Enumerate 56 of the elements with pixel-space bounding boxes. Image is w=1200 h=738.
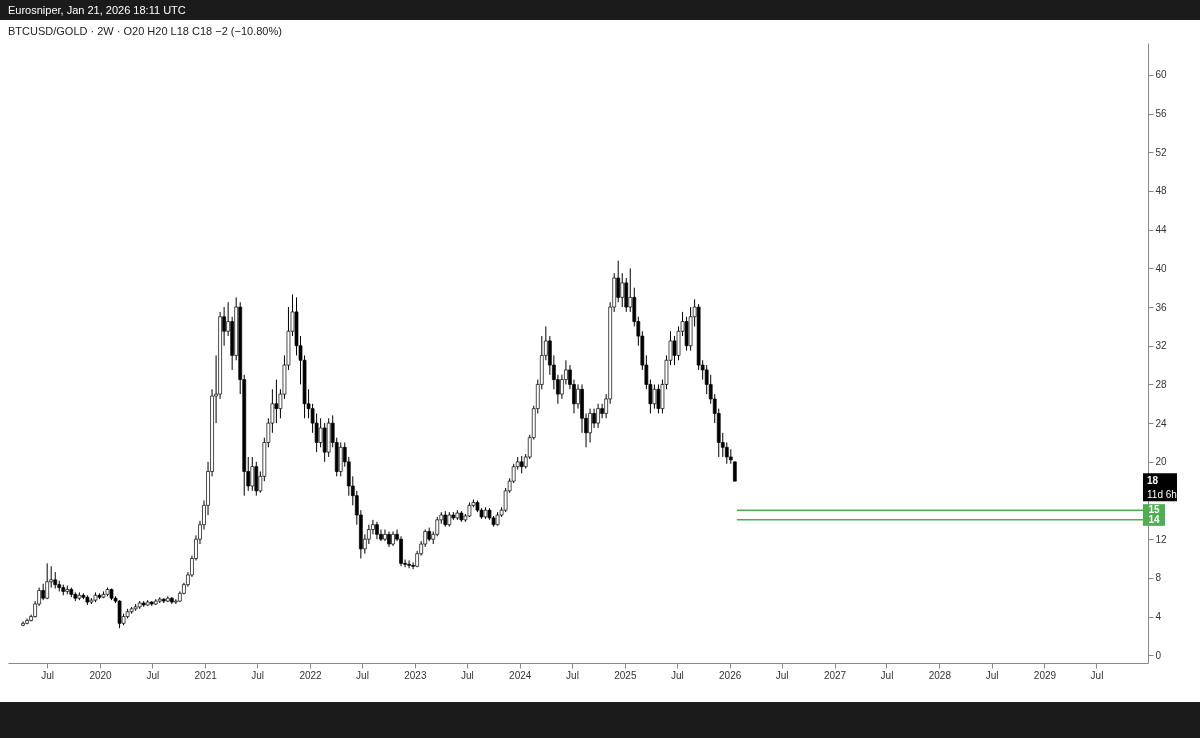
text: Eurosniper, Jan 21, 2026 18:11 UTC bbox=[7, 3, 187, 18]
x-tick-label: 2028 bbox=[928, 669, 952, 681]
x-tick-label: Jul bbox=[356, 669, 369, 681]
y-tick-label: 60 bbox=[1155, 69, 1168, 81]
x-tick-label: 2026 bbox=[719, 669, 742, 681]
y-tick-label: 40 bbox=[1155, 262, 1168, 274]
x-tick-label: Jul bbox=[880, 669, 894, 681]
ref-line-label: 14 bbox=[1148, 513, 1160, 525]
ref-line-label: 15 bbox=[1148, 504, 1160, 516]
candlestick bbox=[620, 272, 625, 308]
x-tick-label: Jul bbox=[775, 669, 789, 681]
y-tick-label: 20 bbox=[1155, 456, 1168, 468]
y-tick-label: 0 bbox=[1155, 649, 1162, 661]
candlestick bbox=[652, 383, 657, 410]
x-tick-label: Jul bbox=[146, 669, 160, 681]
x-tick-label: Jul bbox=[1090, 669, 1104, 681]
chart-title: BTCUSD/GOLD · 2W · O20 H20 L18 C18 −2 (−10.80%) bbox=[8, 25, 282, 37]
y-tick-label: 28 bbox=[1155, 378, 1168, 390]
candlestick bbox=[656, 383, 661, 414]
candlestick bbox=[250, 456, 255, 492]
x-tick-label: 2025 bbox=[614, 669, 637, 681]
text: 11d 6h bbox=[1147, 489, 1177, 501]
x-tick-label: Jul bbox=[251, 669, 265, 681]
x-tick-label: 2027 bbox=[823, 669, 847, 681]
x-tick-label: Jul bbox=[460, 669, 474, 681]
candlestick bbox=[45, 562, 50, 600]
candlestick bbox=[672, 335, 677, 366]
candlestick bbox=[592, 408, 596, 429]
y-tick-label: 56 bbox=[1155, 108, 1168, 120]
y-tick-label: 44 bbox=[1155, 224, 1168, 236]
x-tick-label: 2020 bbox=[89, 669, 113, 681]
x-tick-label: 2021 bbox=[194, 669, 218, 681]
candlestick bbox=[596, 403, 600, 429]
x-tick-label: Jul bbox=[670, 669, 684, 681]
y-tick-label: 12 bbox=[1155, 533, 1168, 545]
candlestick bbox=[274, 379, 279, 424]
text: 18 bbox=[1147, 475, 1159, 487]
x-tick-label: Jul bbox=[41, 669, 55, 681]
y-tick-label: 36 bbox=[1155, 301, 1168, 313]
candlestick bbox=[724, 441, 729, 465]
x-tick-label: 2022 bbox=[299, 669, 323, 681]
x-tick-label: 2023 bbox=[404, 669, 427, 681]
x-tick-label: 2024 bbox=[509, 669, 532, 681]
candlestick bbox=[732, 461, 737, 482]
x-tick-label: Jul bbox=[985, 669, 999, 681]
y-tick-label: 24 bbox=[1155, 417, 1168, 429]
candlestick bbox=[588, 408, 592, 443]
y-tick-label: 8 bbox=[1155, 572, 1162, 584]
x-tick-label: Jul bbox=[566, 669, 579, 681]
y-tick-label: 48 bbox=[1155, 185, 1168, 197]
y-tick-label: 4 bbox=[1155, 611, 1162, 623]
y-tick-label: 32 bbox=[1155, 340, 1168, 352]
x-tick-label: 2029 bbox=[1033, 669, 1057, 681]
candlestick bbox=[407, 559, 411, 569]
candlestick bbox=[117, 599, 122, 629]
y-tick-label: 52 bbox=[1155, 146, 1168, 158]
